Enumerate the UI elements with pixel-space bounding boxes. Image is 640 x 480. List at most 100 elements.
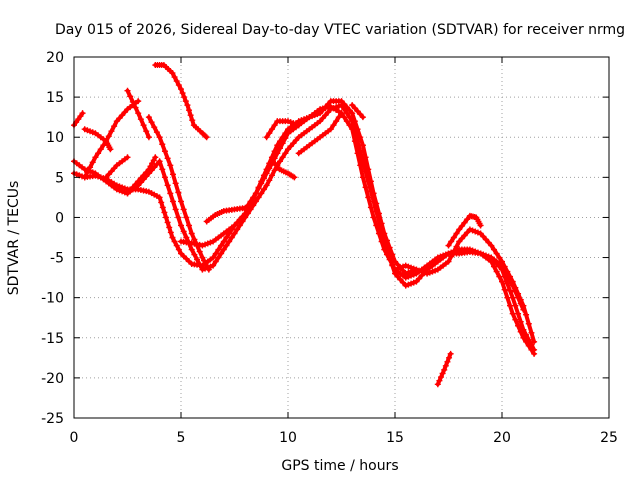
data-point — [359, 142, 366, 149]
data-point — [79, 110, 86, 117]
series-trace-14 — [263, 118, 302, 141]
data-point — [531, 350, 538, 357]
data-point — [178, 86, 184, 93]
tick-labels: 0 5 10 15 20 25 -25 -20 -15 -10 -5 0 5 10 15 20 — [41, 50, 618, 446]
data-point — [373, 200, 380, 207]
data-point — [231, 230, 238, 237]
data-point — [188, 230, 195, 237]
data-point — [234, 226, 241, 233]
data-point — [159, 204, 166, 211]
data-point — [124, 190, 131, 197]
plot-border — [73, 56, 610, 419]
data-point — [178, 198, 184, 205]
data-point — [215, 254, 222, 261]
data-point — [239, 218, 246, 225]
data-point — [202, 260, 209, 267]
y-tick-label: 15 — [46, 90, 64, 106]
data-point — [258, 178, 265, 185]
data-point — [509, 294, 516, 301]
data-point — [167, 190, 174, 197]
data-point — [528, 329, 535, 336]
data-point — [266, 177, 273, 184]
data-point — [151, 164, 158, 171]
data-point — [365, 166, 372, 173]
data-point — [490, 263, 497, 270]
data-point — [523, 311, 530, 318]
data-point — [169, 171, 176, 178]
data-point — [175, 82, 182, 89]
data-point — [203, 134, 210, 141]
data-point — [164, 155, 171, 162]
y-axis-label: SDTVAR / TECUs — [6, 181, 22, 296]
data-point — [266, 160, 273, 167]
data-point — [450, 248, 457, 255]
series-trace-21 — [488, 254, 527, 313]
data-point — [375, 210, 382, 217]
data-point — [215, 246, 222, 253]
data-point — [184, 102, 191, 109]
series-trace-10 — [152, 62, 210, 141]
data-point — [438, 374, 445, 381]
data-point — [151, 124, 158, 131]
data-point — [205, 266, 212, 273]
data-point — [161, 174, 168, 181]
y-tick-label: -15 — [41, 331, 64, 347]
data-point — [147, 163, 154, 170]
data-point — [444, 358, 451, 365]
data-point — [512, 316, 519, 323]
data-point — [325, 109, 332, 116]
data-point — [87, 164, 94, 171]
data-point — [223, 234, 230, 241]
data-point — [100, 142, 107, 149]
data-point — [434, 381, 441, 388]
data-point — [441, 366, 448, 373]
data-point — [156, 134, 163, 141]
data-point — [367, 204, 374, 211]
data-point — [119, 112, 126, 119]
x-tick-label: 25 — [600, 430, 618, 446]
data-point — [156, 194, 163, 201]
data-point — [285, 146, 291, 153]
series-trace-12 — [203, 204, 249, 225]
data-point — [343, 110, 350, 117]
x-axis-label: GPS time / hours — [281, 458, 398, 474]
data-point — [135, 178, 142, 185]
data-point — [92, 154, 99, 161]
data-point — [108, 168, 115, 175]
data-point — [181, 94, 188, 101]
data-point — [263, 182, 270, 189]
data-point — [436, 377, 443, 384]
data-point — [171, 238, 178, 245]
data-point — [129, 184, 136, 191]
data-point — [167, 162, 174, 169]
y-tick-label: -20 — [41, 371, 64, 387]
data-point — [287, 143, 294, 150]
data-point — [446, 354, 453, 361]
data-point — [322, 112, 329, 119]
data-point — [271, 167, 278, 174]
data-point — [343, 118, 350, 125]
data-point — [509, 282, 516, 289]
data-point — [164, 219, 171, 226]
data-point — [75, 116, 82, 123]
data-point — [447, 350, 454, 357]
data-point — [477, 222, 484, 229]
data-point — [359, 174, 366, 181]
data-point — [509, 310, 516, 317]
data-point — [349, 110, 356, 117]
series-trace-20 — [434, 350, 454, 388]
data-point — [167, 229, 174, 236]
data-point — [333, 118, 340, 125]
data-point — [453, 243, 460, 250]
data-point — [183, 214, 190, 221]
data-point — [439, 370, 446, 377]
series-trace-16 — [295, 110, 345, 157]
data-point — [231, 222, 238, 229]
data-point — [448, 238, 455, 245]
data-point — [512, 288, 519, 295]
data-point — [515, 294, 522, 301]
data-point — [485, 239, 492, 246]
data-point — [258, 190, 265, 197]
data-point — [194, 256, 201, 263]
data-point — [488, 242, 495, 249]
